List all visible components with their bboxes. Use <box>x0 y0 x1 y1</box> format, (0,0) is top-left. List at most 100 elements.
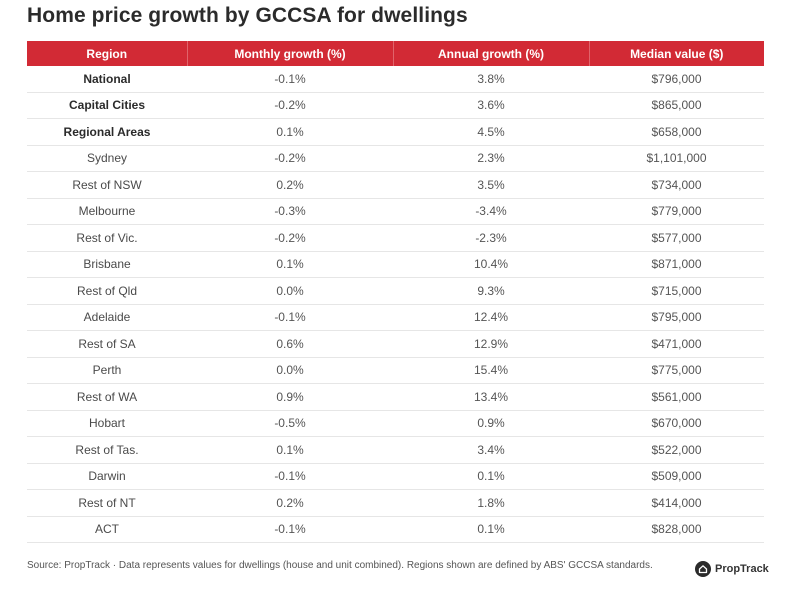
region-cell: Rest of Qld <box>27 277 187 305</box>
monthly-growth-cell: 0.1% <box>187 436 393 464</box>
median-value-cell: $561,000 <box>589 383 764 411</box>
monthly-growth-cell: -0.2% <box>187 145 393 172</box>
table-row: ACT -0.1% 0.1% $828,000 <box>27 516 764 543</box>
chart-title: Home price growth by GCCSA for dwellings <box>27 4 468 27</box>
median-value-cell: $796,000 <box>589 66 764 93</box>
table-row: Rest of Vic. -0.2% -2.3% $577,000 <box>27 224 764 252</box>
region-cell: Perth <box>27 357 187 384</box>
region-cell: Rest of Tas. <box>27 436 187 464</box>
median-value-cell: $471,000 <box>589 330 764 358</box>
table-row: Rest of NT 0.2% 1.8% $414,000 <box>27 489 764 517</box>
region-cell: Rest of SA <box>27 330 187 358</box>
monthly-growth-cell: 0.6% <box>187 330 393 358</box>
median-value-cell: $414,000 <box>589 489 764 517</box>
table-row: Adelaide -0.1% 12.4% $795,000 <box>27 304 764 331</box>
median-value-cell: $670,000 <box>589 410 764 437</box>
column-header-region: Region <box>27 41 188 66</box>
monthly-growth-cell: 0.2% <box>187 489 393 517</box>
monthly-growth-cell: -0.2% <box>187 224 393 252</box>
monthly-growth-cell: 0.0% <box>187 277 393 305</box>
table-row: Rest of SA 0.6% 12.9% $471,000 <box>27 330 764 358</box>
median-value-cell: $522,000 <box>589 436 764 464</box>
median-value-cell: $577,000 <box>589 224 764 252</box>
table-row: Darwin -0.1% 0.1% $509,000 <box>27 463 764 490</box>
table-row: Rest of Qld 0.0% 9.3% $715,000 <box>27 277 764 305</box>
median-value-cell: $828,000 <box>589 516 764 543</box>
annual-growth-cell: 10.4% <box>393 251 589 278</box>
annual-growth-cell: 4.5% <box>393 118 589 146</box>
annual-growth-cell: 13.4% <box>393 383 589 411</box>
table-row: Capital Cities -0.2% 3.6% $865,000 <box>27 92 764 119</box>
median-value-cell: $775,000 <box>589 357 764 384</box>
region-cell: Brisbane <box>27 251 187 278</box>
column-header-monthly-growth: Monthly growth (%) <box>187 41 394 66</box>
annual-growth-cell: -3.4% <box>393 198 589 225</box>
table-row: Brisbane 0.1% 10.4% $871,000 <box>27 251 764 278</box>
annual-growth-cell: 12.9% <box>393 330 589 358</box>
annual-growth-cell: 0.9% <box>393 410 589 437</box>
monthly-growth-cell: -0.2% <box>187 92 393 119</box>
growth-table: Region Monthly growth (%) Annual growth … <box>27 41 764 543</box>
median-value-cell: $509,000 <box>589 463 764 490</box>
annual-growth-cell: 1.8% <box>393 489 589 517</box>
annual-growth-cell: 9.3% <box>393 277 589 305</box>
monthly-growth-cell: 0.9% <box>187 383 393 411</box>
region-cell: Hobart <box>27 410 187 437</box>
region-cell: Capital Cities <box>27 92 187 119</box>
median-value-cell: $715,000 <box>589 277 764 305</box>
annual-growth-cell: -2.3% <box>393 224 589 252</box>
table-row: Regional Areas 0.1% 4.5% $658,000 <box>27 118 764 146</box>
monthly-growth-cell: 0.1% <box>187 251 393 278</box>
median-value-cell: $779,000 <box>589 198 764 225</box>
region-cell: Rest of NT <box>27 489 187 517</box>
monthly-growth-cell: -0.5% <box>187 410 393 437</box>
region-cell: Sydney <box>27 145 187 172</box>
annual-growth-cell: 15.4% <box>393 357 589 384</box>
table-row: Rest of NSW 0.2% 3.5% $734,000 <box>27 171 764 199</box>
column-header-annual-growth: Annual growth (%) <box>393 41 590 66</box>
annual-growth-cell: 3.8% <box>393 66 589 93</box>
source-footnote: Source: PropTrack · Data represents valu… <box>27 560 653 571</box>
monthly-growth-cell: -0.1% <box>187 463 393 490</box>
table-row: Hobart -0.5% 0.9% $670,000 <box>27 410 764 437</box>
house-icon <box>695 561 711 577</box>
table-row: Rest of Tas. 0.1% 3.4% $522,000 <box>27 436 764 464</box>
annual-growth-cell: 0.1% <box>393 516 589 543</box>
monthly-growth-cell: 0.0% <box>187 357 393 384</box>
table-row: Perth 0.0% 15.4% $775,000 <box>27 357 764 384</box>
annual-growth-cell: 3.5% <box>393 171 589 199</box>
monthly-growth-cell: -0.1% <box>187 516 393 543</box>
region-cell: Regional Areas <box>27 118 187 146</box>
annual-growth-cell: 3.6% <box>393 92 589 119</box>
annual-growth-cell: 12.4% <box>393 304 589 331</box>
table-header: Region Monthly growth (%) Annual growth … <box>27 41 764 66</box>
region-cell: Rest of Vic. <box>27 224 187 252</box>
region-cell: Rest of WA <box>27 383 187 411</box>
monthly-growth-cell: -0.1% <box>187 304 393 331</box>
monthly-growth-cell: 0.2% <box>187 171 393 199</box>
logo-text: PropTrack <box>715 563 769 575</box>
table-row: Sydney -0.2% 2.3% $1,101,000 <box>27 145 764 172</box>
median-value-cell: $865,000 <box>589 92 764 119</box>
table-row: National -0.1% 3.8% $796,000 <box>27 66 764 93</box>
region-cell: Adelaide <box>27 304 187 331</box>
median-value-cell: $795,000 <box>589 304 764 331</box>
median-value-cell: $658,000 <box>589 118 764 146</box>
annual-growth-cell: 3.4% <box>393 436 589 464</box>
region-cell: Rest of NSW <box>27 171 187 199</box>
region-cell: National <box>27 66 187 93</box>
proptrack-logo: PropTrack <box>695 561 769 577</box>
column-header-median-value: Median value ($) <box>589 41 764 66</box>
table-row: Melbourne -0.3% -3.4% $779,000 <box>27 198 764 225</box>
annual-growth-cell: 0.1% <box>393 463 589 490</box>
table-row: Rest of WA 0.9% 13.4% $561,000 <box>27 383 764 411</box>
region-cell: Melbourne <box>27 198 187 225</box>
annual-growth-cell: 2.3% <box>393 145 589 172</box>
monthly-growth-cell: -0.1% <box>187 66 393 93</box>
median-value-cell: $871,000 <box>589 251 764 278</box>
region-cell: Darwin <box>27 463 187 490</box>
median-value-cell: $734,000 <box>589 171 764 199</box>
region-cell: ACT <box>27 516 187 543</box>
table-body: National -0.1% 3.8% $796,000 Capital Cities -… <box>27 66 764 543</box>
monthly-growth-cell: -0.3% <box>187 198 393 225</box>
